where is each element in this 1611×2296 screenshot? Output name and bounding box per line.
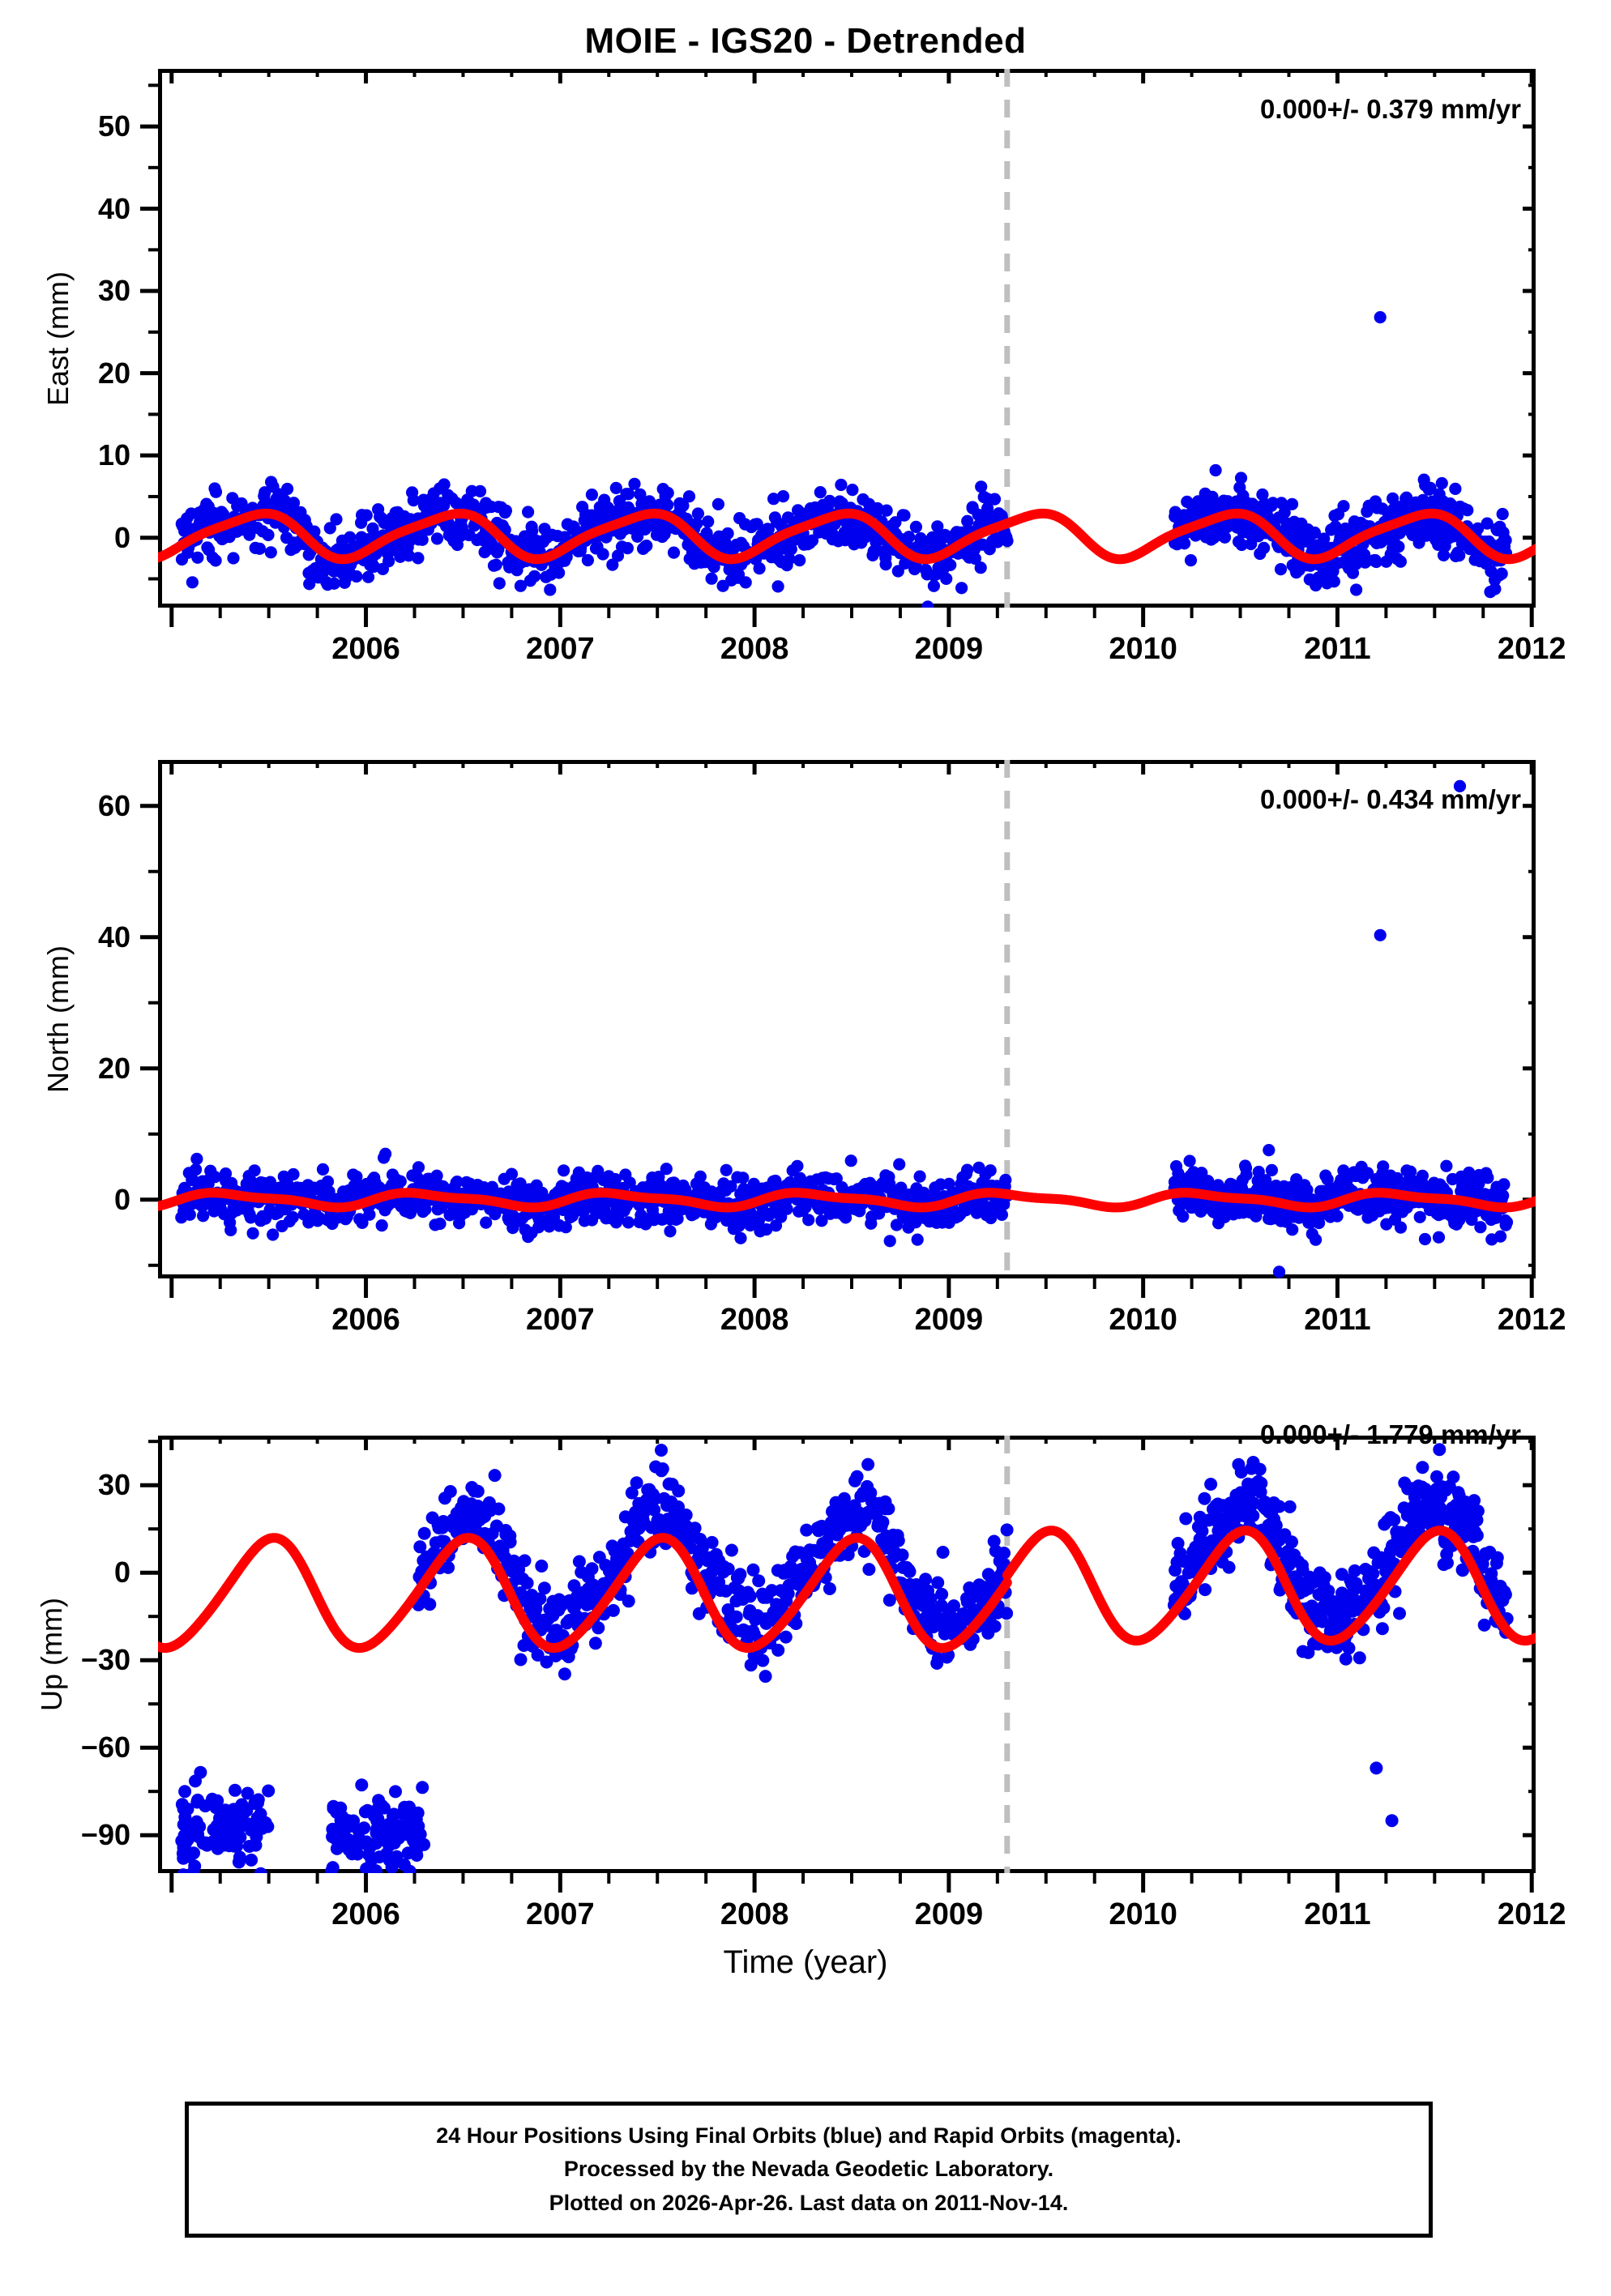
rate-annotation-east: 0.000+/- 0.379 mm/yr <box>1260 94 1521 124</box>
y-tick-label-north-0: 0 <box>113 1182 130 1216</box>
x-tick-label-north-5: 2011 <box>1304 1303 1371 1337</box>
caption-line-2: Processed by the Nevada Geodetic Laborat… <box>563 2157 1054 2182</box>
y-tick-label-north-1: 20 <box>97 1051 130 1085</box>
x-tick-label-up-6: 2012 <box>1497 1897 1566 1931</box>
x-tick-label-east-1: 2007 <box>526 632 595 666</box>
y-tick-label-north-3: 60 <box>97 788 130 822</box>
x-tick-label-north-2: 2008 <box>720 1303 789 1337</box>
caption-line-3: Plotted on 2026-Apr-26. Last data on 201… <box>549 2190 1069 2215</box>
x-tick-label-up-4: 2010 <box>1109 1897 1177 1931</box>
x-tick-label-east-2: 2008 <box>720 632 789 666</box>
rate-annotation-north: 0.000+/- 0.434 mm/yr <box>1260 784 1521 814</box>
y-tick-label-up-4: 30 <box>97 1468 130 1502</box>
x-tick-label-east-4: 2010 <box>1109 632 1177 666</box>
x-tick-label-east-3: 2009 <box>914 632 984 666</box>
x-tick-label-up-1: 2007 <box>526 1897 595 1931</box>
y-tick-label-up-3: 0 <box>113 1556 130 1590</box>
y-tick-label-east-3: 30 <box>97 274 130 308</box>
plot-frame-up <box>158 1436 1536 1873</box>
x-tick-label-up-5: 2011 <box>1304 1897 1371 1931</box>
caption-box: 24 Hour Positions Using Final Orbits (bl… <box>185 2102 1433 2238</box>
y-tick-label-north-2: 40 <box>97 920 130 954</box>
x-tick-label-east-6: 2012 <box>1497 632 1566 666</box>
x-tick-label-up-3: 2009 <box>914 1897 984 1931</box>
y-tick-label-east-1: 10 <box>97 438 130 472</box>
x-tick-label-north-6: 2012 <box>1497 1303 1566 1337</box>
y-tick-label-east-4: 40 <box>97 191 130 225</box>
caption-line-1: 24 Hour Positions Using Final Orbits (bl… <box>436 2123 1182 2149</box>
x-tick-label-north-3: 2009 <box>914 1303 984 1337</box>
y-tick-label-up-1: −60 <box>80 1731 130 1765</box>
y-tick-label-east-0: 0 <box>113 520 130 554</box>
x-tick-label-up-0: 2006 <box>331 1897 400 1931</box>
y-tick-label-east-2: 20 <box>97 356 130 390</box>
x-tick-label-up-2: 2008 <box>720 1897 789 1931</box>
x-tick-label-north-0: 2006 <box>331 1303 400 1337</box>
x-tick-label-north-1: 2007 <box>526 1303 595 1337</box>
rate-annotation-up: 0.000+/- 1.779 mm/yr <box>1260 1419 1521 1449</box>
x-tick-label-east-0: 2006 <box>331 632 400 666</box>
y-tick-label-up-2: −30 <box>80 1643 130 1677</box>
page-title: MOIE - IGS20 - Detrended <box>584 21 1027 61</box>
y-tick-label-east-5: 50 <box>97 109 130 143</box>
y-axis-label-up: Up (mm) <box>35 1598 68 1711</box>
x-tick-label-north-4: 2010 <box>1109 1303 1177 1337</box>
y-tick-label-up-0: −90 <box>80 1818 130 1852</box>
x-axis-title: Time (year) <box>723 1944 888 1980</box>
x-tick-label-east-5: 2011 <box>1304 632 1371 666</box>
